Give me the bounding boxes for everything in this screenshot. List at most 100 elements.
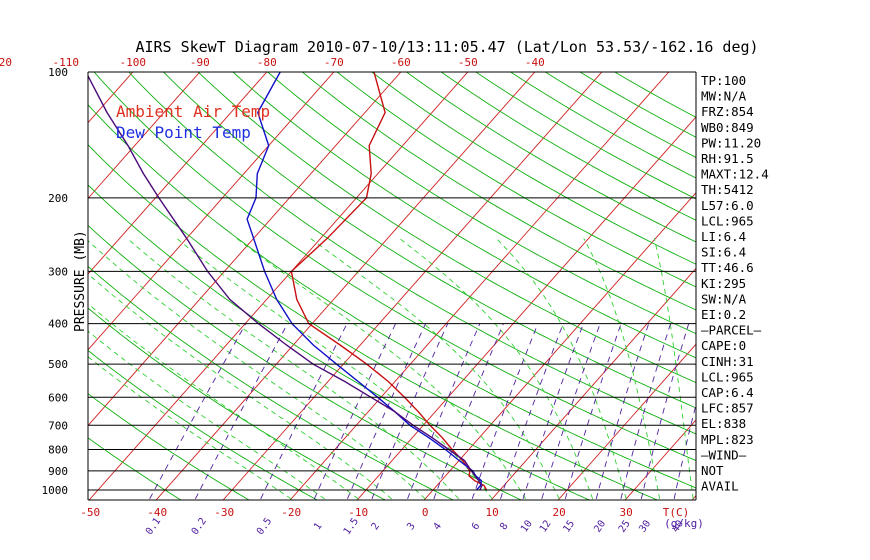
temperature-top-tick-label: -80 xyxy=(257,56,277,69)
isotherm-line xyxy=(423,192,696,500)
mixing-ratio-tick-label: 15 xyxy=(561,518,577,534)
pressure-tick-label: 100 xyxy=(48,66,68,79)
mixing-ratio-line xyxy=(595,323,650,499)
parameter-entry: WB0:849 xyxy=(701,120,754,135)
mixing-ratio-line xyxy=(541,323,601,500)
temperature-top-tick-label: -40 xyxy=(525,56,545,69)
isotherm-line xyxy=(759,63,870,501)
isotherm-line xyxy=(624,419,696,500)
mixing-ratio-tick-label: 2 xyxy=(370,521,382,532)
dry-adiabat-line xyxy=(128,72,696,435)
mixing-ratio-tick-label: 0.1 xyxy=(144,516,163,537)
mixing-ratio-tick-label: 12 xyxy=(538,518,554,534)
pressure-tick-label: 200 xyxy=(48,192,68,205)
series-line-parcel xyxy=(88,74,483,491)
dry-adiabat-line xyxy=(475,72,696,200)
dry-adiabat-line xyxy=(440,72,696,221)
mixing-ratio-line xyxy=(564,323,622,500)
parameter-entry: LI:6.4 xyxy=(701,229,746,244)
moist-adiabat-line xyxy=(176,237,493,500)
y-axis-label: PRESSURE (MB) xyxy=(73,230,88,332)
mixing-ratio-line xyxy=(500,323,564,500)
parameter-entry: PW:11.20 xyxy=(701,135,761,150)
mixing-ratio-tick-label: 3 xyxy=(405,521,417,532)
mixing-ratio-line xyxy=(260,323,348,500)
temperature-tick-label: -10 xyxy=(348,506,368,519)
temperature-tick-label: 20 xyxy=(553,506,566,519)
temperature-top-tick-label: -110 xyxy=(53,56,80,69)
mixing-ratio-line xyxy=(522,323,584,500)
mixing-ratio-tick-label: 1.5 xyxy=(342,516,361,537)
mixing-ratio-line xyxy=(313,323,397,500)
isotherm-line xyxy=(490,267,696,500)
temperature-tick-label: 0 xyxy=(422,506,429,519)
pressure-tick-label: 1000 xyxy=(42,484,69,497)
dry-adiabat-line xyxy=(93,72,696,462)
mixing-ratio-line xyxy=(347,323,427,500)
parameter-entry: TP:100 xyxy=(701,73,746,88)
dry-adiabat-line xyxy=(405,72,696,243)
temperature-top-tick-label: -60 xyxy=(391,56,411,69)
pressure-tick-label: 900 xyxy=(48,465,68,478)
moist-adiabat-line xyxy=(88,239,426,500)
isotherm-line xyxy=(289,72,670,500)
parameter-entry: FRZ:854 xyxy=(701,104,754,119)
temperature-top-tick-label: -90 xyxy=(190,56,210,69)
parameter-entry: AVAIL xyxy=(701,479,739,494)
temperature-tick-label: -20 xyxy=(281,506,301,519)
moist-adiabat-line xyxy=(399,237,594,500)
isotherm-line xyxy=(356,116,696,500)
temperature-top-tick-label: -70 xyxy=(324,56,344,69)
moist-adiabat-line xyxy=(310,237,560,500)
temperature-top-tick-label: -100 xyxy=(120,56,147,69)
temperature-tick-label: -40 xyxy=(147,506,167,519)
parameter-entry: TH:5412 xyxy=(701,182,754,197)
dry-adiabat-line xyxy=(267,72,696,335)
moist-adiabat-line xyxy=(495,237,627,500)
profiles xyxy=(88,72,488,491)
dry-adiabat-line xyxy=(371,72,696,265)
mixing-ratio-line xyxy=(194,323,288,500)
temperature-unit-label: T(C) xyxy=(663,506,690,519)
pressure-tick-label: 800 xyxy=(48,443,68,456)
parameter-entry: LFC:857 xyxy=(701,401,754,416)
parameter-entry: L57:6.0 xyxy=(701,198,754,213)
isotherm-line xyxy=(88,72,201,200)
parameter-entry: LCL:965 xyxy=(701,369,754,384)
parameter-entry: RH:91.5 xyxy=(701,151,754,166)
moist-adiabat-line xyxy=(653,238,694,499)
mixing-ratio-line xyxy=(433,323,504,500)
dry-adiabat-line xyxy=(197,72,696,384)
mixing-ratio-tick-label: 20 xyxy=(592,518,608,534)
legend-entry: Dew Point Temp xyxy=(116,123,251,142)
chart-title: AIRS SkewT Diagram 2010-07-10/13:11:05.4… xyxy=(135,38,758,56)
isotherm-line xyxy=(88,72,335,351)
pressure-tick-label: 300 xyxy=(48,265,68,278)
moist-adiabat-line xyxy=(126,237,460,500)
mixing-ratio-tick-label: 25 xyxy=(617,518,633,534)
pressure-tick-label: 500 xyxy=(48,358,68,371)
parameter-entry: CINH:31 xyxy=(701,354,754,369)
isotherm-line xyxy=(826,63,870,501)
parameter-entry: MAXT:12.4 xyxy=(701,167,769,182)
moist-adiabat-line xyxy=(88,303,359,500)
mixing-ratio-line xyxy=(149,323,247,500)
dry-adiabat-line xyxy=(232,72,696,359)
parameter-entry: NOT xyxy=(701,463,724,478)
temperature-tick-label: 10 xyxy=(486,506,499,519)
mixing-ratio-unit-label: (g/kg) xyxy=(664,517,704,530)
moist-adiabat-line xyxy=(583,238,661,499)
mixing-ratio-tick-label: 4 xyxy=(432,521,444,532)
series-line-dew-point-temp xyxy=(246,72,483,491)
mixing-ratio-tick-label: 10 xyxy=(519,518,535,534)
parameter-entry: TT:46.6 xyxy=(701,260,754,275)
parameter-entry: MW:N/A xyxy=(701,89,747,104)
mixing-ratio-tick-label: 30 xyxy=(637,518,653,534)
temperature-tick-label: 30 xyxy=(620,506,633,519)
mixing-ratio-tick-label: 0.2 xyxy=(190,516,209,537)
isotherm-line xyxy=(0,63,7,501)
parameter-list: TP:100MW:N/AFRZ:854WB0:849PW:11.20RH:91.… xyxy=(701,73,769,494)
dry-adiabat-line xyxy=(301,72,696,311)
